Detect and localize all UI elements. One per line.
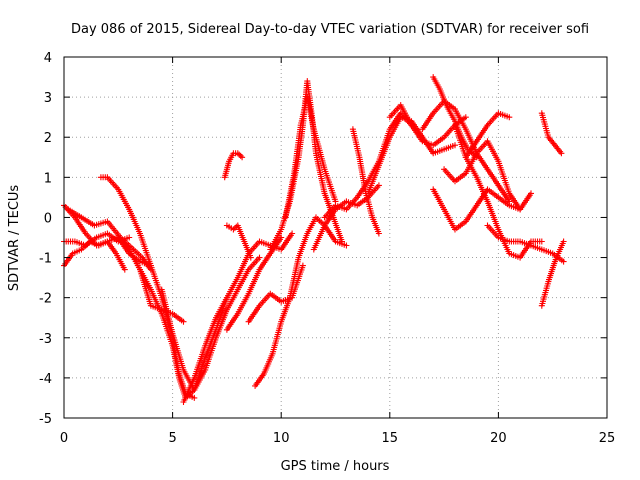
series-track-28	[484, 222, 567, 265]
y-tick-label: 0	[44, 211, 52, 226]
series-track-14	[252, 214, 350, 389]
y-tick-label: 2	[44, 131, 52, 146]
series-track-22	[419, 98, 513, 205]
plus-markers	[452, 122, 545, 261]
chart-title: Day 086 of 2015, Sidereal Day-to-day VTE…	[71, 22, 589, 37]
y-tick-label: -5	[39, 412, 52, 427]
plus-markers	[462, 110, 513, 161]
x-tick-label: 15	[382, 431, 399, 446]
series-track-30	[538, 238, 567, 309]
data-series	[61, 74, 567, 405]
series-track-3	[61, 238, 128, 273]
plus-markers	[282, 94, 339, 221]
y-axis-label: SDTVAR / TECUs	[7, 185, 22, 292]
x-tick-label: 0	[60, 431, 68, 446]
series-track-11	[223, 222, 254, 261]
y-tick-label: 4	[44, 51, 52, 66]
plot-frame	[63, 56, 608, 419]
x-tick-label: 25	[599, 431, 616, 446]
axes: 0 5 10 15 20 25 -5 -4 -3 -2 -1 0 1 2 3 4	[39, 51, 615, 446]
plus-markers	[65, 206, 154, 273]
y-tick-label: -2	[39, 292, 52, 307]
plus-markers	[484, 222, 567, 265]
series-track-29	[538, 110, 565, 157]
series-track-27	[462, 110, 513, 161]
series-track-16	[282, 94, 339, 221]
y-tick-label: -4	[39, 372, 52, 387]
plus-markers	[223, 222, 254, 261]
x-tick-label: 20	[490, 431, 507, 446]
y-tick-label: 3	[44, 91, 52, 106]
y-tick-label: 1	[44, 171, 52, 186]
series-track-6	[115, 234, 230, 401]
plus-markers	[221, 150, 246, 181]
plus-markers	[538, 238, 567, 309]
series-track-10	[221, 150, 246, 181]
series-track-4	[65, 206, 154, 273]
x-tick-label: 10	[273, 431, 290, 446]
y-tick-label: -3	[39, 332, 52, 347]
series-track-13	[245, 262, 306, 325]
series-track-26	[452, 122, 545, 261]
plus-markers	[349, 126, 382, 237]
x-tick-label: 5	[168, 431, 176, 446]
series-track-7	[137, 266, 187, 325]
series-track-25	[441, 138, 534, 213]
plus-markers	[252, 214, 350, 389]
plus-markers	[223, 234, 285, 333]
plus-markers	[538, 110, 565, 157]
series-track-8	[158, 254, 263, 393]
series-track-12	[223, 234, 285, 333]
y-tick-label: -1	[39, 252, 52, 267]
plus-markers	[158, 254, 263, 393]
x-axis-label: GPS time / hours	[281, 459, 390, 474]
